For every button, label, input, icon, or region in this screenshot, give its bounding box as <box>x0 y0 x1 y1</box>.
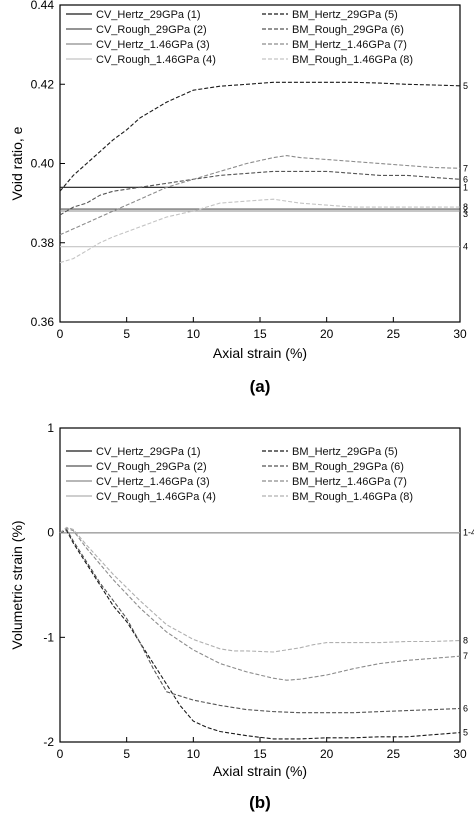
x-tick-label: 5 <box>123 327 130 341</box>
series-end-label: 3 <box>463 209 468 219</box>
series-end-label: 6 <box>463 174 468 184</box>
series-end-label: 8 <box>463 202 468 212</box>
series-end-label: 8 <box>463 635 468 645</box>
y-tick-label: -1 <box>43 630 54 644</box>
series-end-label: 5 <box>463 81 468 91</box>
x-tick-label: 15 <box>253 747 267 761</box>
legend-entry: BM_Hertz_29GPa (5) <box>292 9 398 21</box>
legend-entry: BM_Hertz_1.46GPa (7) <box>292 476 407 488</box>
series-end-label: 1-4 <box>463 528 474 538</box>
legend-entry: BM_Hertz_29GPa (5) <box>292 446 398 458</box>
series-line <box>59 529 461 740</box>
plot-frame <box>59 4 461 323</box>
legend-entry: BM_Rough_29GPa (6) <box>292 24 404 36</box>
series-line <box>59 170 461 216</box>
legend-entry: CV_Hertz_29GPa (1) <box>96 9 201 21</box>
y-tick-label: 0.42 <box>31 77 55 91</box>
x-axis-label: Axial strain (%) <box>213 763 307 779</box>
x-tick-label: 0 <box>57 327 64 341</box>
x-tick-label: 20 <box>320 327 334 341</box>
x-tick-label: 30 <box>453 747 467 761</box>
y-tick-label: 0 <box>47 526 54 540</box>
series-end-label: 4 <box>463 242 468 252</box>
y-tick-label: 0.40 <box>31 157 55 171</box>
series-line <box>59 155 461 236</box>
series-end-label: 6 <box>463 704 468 714</box>
x-tick-label: 10 <box>187 747 201 761</box>
series-line <box>59 81 461 192</box>
y-tick-label: 0.36 <box>31 315 55 329</box>
x-tick-label: 20 <box>320 747 334 761</box>
legend-entry: CV_Hertz_29GPa (1) <box>96 446 201 458</box>
x-tick-label: 5 <box>123 747 130 761</box>
series-end-label: 1 <box>463 182 468 192</box>
legend-entry: CV_Hertz_1.46GPa (3) <box>96 476 210 488</box>
legend-entry: CV_Rough_1.46GPa (4) <box>96 54 216 66</box>
legend-entry: BM_Hertz_1.46GPa (7) <box>292 39 407 51</box>
y-tick-label: 0.44 <box>31 0 55 12</box>
legend-entry: CV_Rough_29GPa (2) <box>96 461 207 473</box>
series-end-label: 2 <box>463 205 468 215</box>
series-line <box>59 198 460 264</box>
series-line <box>59 526 461 653</box>
x-tick-label: 0 <box>57 747 64 761</box>
x-tick-label: 25 <box>387 747 401 761</box>
panel-label: (b) <box>249 793 271 812</box>
legend-entry: CV_Rough_29GPa (2) <box>96 24 207 36</box>
series-end-label: 7 <box>463 163 468 173</box>
series-line <box>59 527 461 681</box>
series-line <box>59 528 461 714</box>
panel-b-chart: 0 5 10 15 20 25 30 -2 -1 0 1 Axial strain (%) Volume… <box>9 421 474 812</box>
x-tick-label: 10 <box>187 327 201 341</box>
legend-entry: CV_Rough_1.46GPa (4) <box>96 491 216 503</box>
x-tick-label: 15 <box>253 327 267 341</box>
legend-entry: CV_Hertz_1.46GPa (3) <box>96 39 210 51</box>
y-tick-label: -2 <box>43 735 54 749</box>
y-axis-label: Void ratio, e <box>9 126 25 200</box>
y-tick-label: 0.38 <box>31 236 55 250</box>
x-axis-label: Axial strain (%) <box>213 345 307 361</box>
y-tick-label: 1 <box>47 421 54 435</box>
series-end-label: 5 <box>463 728 468 738</box>
series-end-label: 7 <box>463 651 468 661</box>
x-tick-label: 30 <box>453 327 467 341</box>
x-tick-label: 25 <box>387 327 401 341</box>
legend-entry: BM_Rough_1.46GPa (8) <box>292 54 413 66</box>
legend-entry: BM_Rough_29GPa (6) <box>292 461 404 473</box>
panel-label: (a) <box>250 377 271 396</box>
y-axis-label: Volumetric strain (%) <box>9 520 25 649</box>
legend-entry: BM_Rough_1.46GPa (8) <box>292 491 413 503</box>
